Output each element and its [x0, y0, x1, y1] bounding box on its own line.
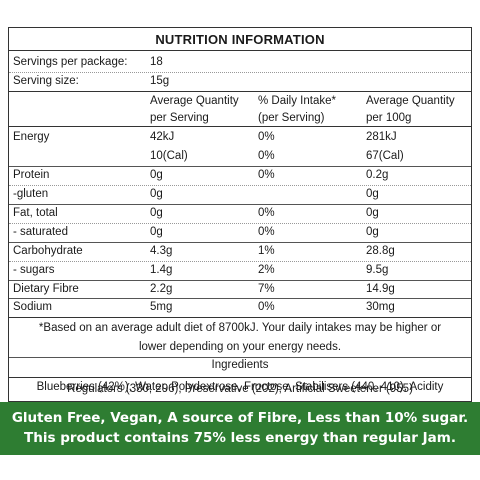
row-fat-name: Fat, total: [13, 207, 58, 219]
row-fat-per100: 0g: [366, 207, 379, 219]
row-sugars-daily: 2%: [258, 264, 275, 276]
row-sodium-name: Sodium: [13, 301, 52, 313]
row-sodium-daily: 0%: [258, 301, 275, 313]
row-energy-name: Energy: [13, 131, 50, 143]
row-energy-cal-daily: 0%: [258, 150, 275, 162]
footnote-line2: lower depending on your energy needs.: [138, 341, 342, 353]
servings-label: Servings per package:: [13, 56, 128, 68]
divider: [9, 261, 471, 262]
serving-size-value: 15g: [150, 75, 170, 87]
row-sugars-serving: 1.4g: [150, 264, 173, 276]
row-sodium-serving: 5mg: [150, 301, 173, 313]
nutrition-panel: NUTRITION INFORMATION Servings per packa…: [8, 27, 472, 402]
row-carbohydrate-per100: 28.8g: [366, 245, 395, 257]
claims-banner: Gluten Free, Vegan, A source of Fibre, L…: [0, 402, 480, 455]
row-sugars-name: - sugars: [13, 264, 55, 276]
divider: [9, 223, 471, 224]
servings-value: 18: [150, 56, 163, 68]
divider: [9, 357, 471, 358]
row-fibre-daily: 7%: [258, 283, 275, 295]
row-protein-per100: 0.2g: [366, 169, 389, 181]
serving-size-label: Serving size:: [13, 75, 79, 87]
row-protein-daily: 0%: [258, 169, 275, 181]
ingredients-line2: Regulators (330, 296), Preservative (202…: [67, 383, 413, 395]
row-fibre-serving: 2.2g: [150, 283, 173, 295]
divider: [9, 280, 471, 281]
divider: [9, 185, 471, 186]
row-energy-cal-serving: 10(Cal): [150, 150, 188, 162]
row-saturated-serving: 0g: [150, 226, 163, 238]
row-sugars-per100: 9.5g: [366, 264, 389, 276]
row-energy-per100: 281kJ: [366, 131, 397, 143]
row-carbohydrate-name: Carbohydrate: [13, 245, 83, 257]
row-fibre-per100: 14.9g: [366, 283, 395, 295]
divider: [9, 298, 471, 299]
row-energy-daily: 0%: [258, 131, 275, 143]
banner-line2: This product contains 75% less energy th…: [24, 430, 456, 446]
header-col2-line2: (per Serving): [258, 112, 325, 124]
panel-title: NUTRITION INFORMATION: [155, 32, 325, 47]
divider: [9, 50, 471, 51]
row-protein-name: Protein: [13, 169, 50, 181]
divider: [9, 204, 471, 205]
divider: [9, 126, 471, 127]
divider: [9, 91, 471, 92]
ingredients-title: Ingredients: [211, 359, 269, 371]
divider: [9, 242, 471, 243]
divider: [9, 377, 471, 378]
row-fibre-name: Dietary Fibre: [13, 283, 79, 295]
row-fat-daily: 0%: [258, 207, 275, 219]
row-saturated-daily: 0%: [258, 226, 275, 238]
row-carbohydrate-serving: 4.3g: [150, 245, 173, 257]
header-col2-line1: % Daily Intake*: [258, 95, 336, 107]
row-gluten-per100: 0g: [366, 188, 379, 200]
header-col1-line2: per Serving: [150, 112, 209, 124]
row-saturated-name: - saturated: [13, 226, 68, 238]
row-sodium-per100: 30mg: [366, 301, 395, 313]
ingredients-line1: Blueberries (42%), Water, Polydextrose, …: [36, 381, 444, 393]
row-energy-cal-per100: 67(Cal): [366, 150, 404, 162]
header-col3-line2: per 100g: [366, 112, 412, 124]
row-protein-serving: 0g: [150, 169, 163, 181]
banner-line1: Gluten Free, Vegan, A source of Fibre, L…: [11, 410, 469, 426]
row-energy-serving: 42kJ: [150, 131, 175, 143]
header-col3-line1: Average Quantity: [366, 95, 455, 107]
row-fat-serving: 0g: [150, 207, 163, 219]
header-col1-line1: Average Quantity: [150, 95, 239, 107]
row-gluten-serving: 0g: [150, 188, 163, 200]
divider: [9, 317, 471, 318]
divider: [9, 72, 471, 73]
row-gluten-name: -gluten: [13, 188, 49, 200]
row-carbohydrate-daily: 1%: [258, 245, 275, 257]
footnote-line1: *Based on an average adult diet of 8700k…: [38, 322, 442, 334]
divider: [9, 166, 471, 167]
row-saturated-per100: 0g: [366, 226, 379, 238]
